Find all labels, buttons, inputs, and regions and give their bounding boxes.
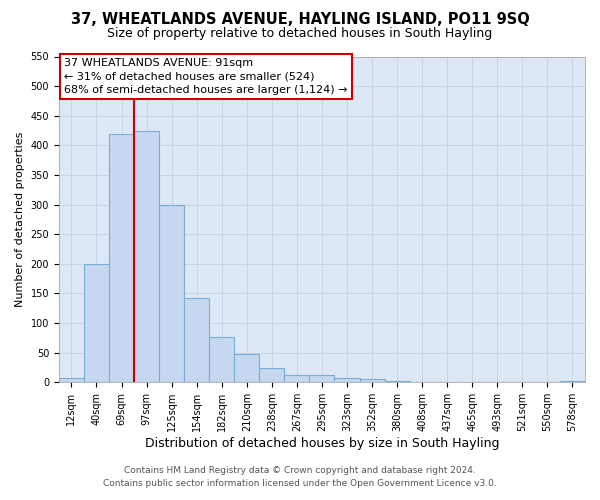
Text: Size of property relative to detached houses in South Hayling: Size of property relative to detached ho… [107, 28, 493, 40]
Bar [159, 204, 184, 382]
Bar [59, 378, 84, 382]
Bar [109, 134, 134, 382]
Text: Contains HM Land Registry data © Crown copyright and database right 2024.
Contai: Contains HM Land Registry data © Crown c… [103, 466, 497, 487]
Text: 37 WHEATLANDS AVENUE: 91sqm
← 31% of detached houses are smaller (524)
68% of se: 37 WHEATLANDS AVENUE: 91sqm ← 31% of det… [64, 58, 347, 94]
Text: 37, WHEATLANDS AVENUE, HAYLING ISLAND, PO11 9SQ: 37, WHEATLANDS AVENUE, HAYLING ISLAND, P… [71, 12, 529, 28]
Bar [560, 380, 585, 382]
Bar [310, 374, 334, 382]
Bar [259, 368, 284, 382]
Bar [359, 380, 385, 382]
Y-axis label: Number of detached properties: Number of detached properties [15, 132, 25, 307]
Bar [385, 380, 410, 382]
Bar [134, 130, 159, 382]
Bar [234, 354, 259, 382]
Bar [184, 298, 209, 382]
X-axis label: Distribution of detached houses by size in South Hayling: Distribution of detached houses by size … [145, 437, 499, 450]
Bar [284, 374, 310, 382]
Bar [209, 336, 234, 382]
Bar [334, 378, 359, 382]
Bar [84, 264, 109, 382]
